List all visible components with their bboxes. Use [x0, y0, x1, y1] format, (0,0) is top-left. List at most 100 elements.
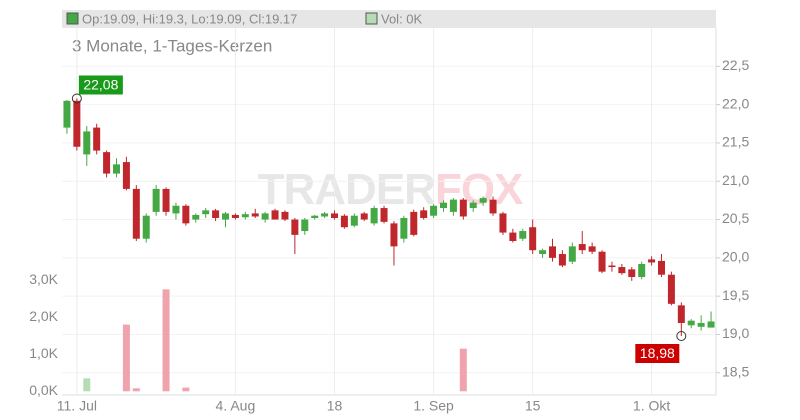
candle-body	[558, 254, 566, 266]
extreme-label: 18,98	[640, 345, 675, 361]
volume-bar	[132, 388, 140, 392]
volume-bar	[162, 289, 170, 392]
extreme-marker	[676, 331, 687, 342]
candle-body	[360, 213, 368, 220]
extreme-label: 22,08	[83, 77, 118, 93]
watermark: TRADERFOX	[258, 165, 523, 214]
y2-tick-label: 2,0K	[29, 308, 58, 324]
watermark-part: FOX	[435, 165, 523, 214]
candle-body	[489, 199, 497, 214]
candle-body	[568, 246, 576, 262]
candle-body	[608, 265, 616, 268]
candle-body	[638, 263, 646, 278]
y2-tick-label: 3,0K	[29, 271, 58, 287]
candle-body	[350, 215, 358, 226]
candle-body	[281, 211, 289, 220]
candle-body	[479, 198, 487, 203]
x-tick-label: 1. Okt	[633, 398, 670, 414]
y-tick-label: 21,5	[722, 134, 749, 150]
candle-body	[578, 244, 586, 251]
candle-body	[390, 223, 398, 247]
candle-body	[667, 274, 675, 304]
candle-body	[103, 152, 111, 174]
candle-body	[321, 213, 329, 217]
candle-body	[598, 251, 606, 272]
y2-tick-label: 0,0K	[29, 382, 58, 398]
candle-body	[212, 210, 220, 219]
candle-body	[172, 205, 180, 214]
candle-body	[628, 269, 636, 278]
watermark-part: TRADER	[258, 165, 436, 214]
volume-bar	[122, 324, 130, 392]
candle-body	[648, 259, 656, 263]
header-volume: Vol: 0K	[381, 11, 423, 26]
candle-body	[707, 321, 715, 328]
candle-body	[271, 210, 279, 220]
candle-body	[231, 214, 239, 219]
candle-body	[202, 210, 210, 215]
candle-body	[380, 208, 388, 222]
candle-body	[410, 211, 418, 235]
candle-body	[588, 246, 596, 252]
x-tick-label: 15	[525, 398, 541, 414]
y-tick-label: 19,0	[722, 325, 749, 341]
candle-body	[549, 246, 556, 258]
candle-body	[539, 250, 547, 255]
candle-body	[222, 213, 229, 220]
y-tick-label: 19,5	[722, 287, 749, 303]
candle-body	[301, 219, 309, 232]
candle-body	[499, 213, 507, 233]
candle-body	[63, 100, 71, 128]
x-tick-label: 1. Sep	[413, 398, 454, 414]
extreme-label-box	[78, 75, 123, 95]
candle-body	[311, 215, 319, 219]
candle-body	[142, 215, 150, 239]
candle-body	[83, 131, 91, 155]
subtitle: 3 Monate, 1-Tages-Kerzen	[72, 36, 272, 55]
candle-body	[370, 208, 378, 224]
candle-body	[122, 162, 130, 189]
y-tick-label: 22,5	[722, 57, 749, 73]
y-tick-label: 21,0	[722, 172, 749, 188]
extreme-marker	[71, 93, 82, 104]
candle-body	[400, 218, 408, 239]
candle-body	[420, 210, 428, 219]
candle-body	[241, 214, 249, 218]
candle-body	[132, 188, 140, 239]
candle-body	[340, 215, 348, 228]
candle-body	[459, 199, 467, 217]
extreme-label-box	[635, 344, 680, 364]
candle-body	[162, 188, 170, 212]
candle-body	[687, 320, 695, 326]
candle-body	[618, 267, 626, 274]
candle-body	[152, 188, 160, 212]
candle-body	[73, 100, 81, 147]
candle-body	[677, 305, 685, 323]
volume-swatch	[365, 12, 378, 25]
price-swatch	[66, 12, 79, 25]
candle-body	[469, 202, 477, 209]
x-tick-label: 18	[327, 398, 343, 414]
candle-body	[261, 213, 269, 220]
candle-body	[697, 322, 705, 327]
candle-body	[251, 213, 259, 217]
candle-body	[449, 199, 457, 212]
y-tick-label: 20,0	[722, 249, 749, 265]
candle-body	[658, 260, 665, 275]
volume-bar	[83, 378, 91, 392]
x-tick-label: 11. Jul	[57, 398, 97, 414]
header-price: Op:19.09, Hi:19.3, Lo:19.09, Cl:19.17	[82, 11, 297, 26]
candle-body	[440, 202, 447, 209]
candle-body	[291, 219, 299, 235]
candle-body	[192, 214, 200, 220]
y-tick-label: 22,0	[722, 95, 749, 111]
y-tick-label: 18,5	[722, 363, 749, 379]
volume-bar	[459, 348, 467, 392]
y2-tick-label: 1,0K	[29, 345, 58, 361]
y-tick-label: 20,5	[722, 210, 749, 226]
header-bar	[62, 10, 716, 28]
candle-body	[430, 205, 438, 216]
candle-body	[331, 213, 338, 219]
candle-body	[182, 205, 190, 224]
